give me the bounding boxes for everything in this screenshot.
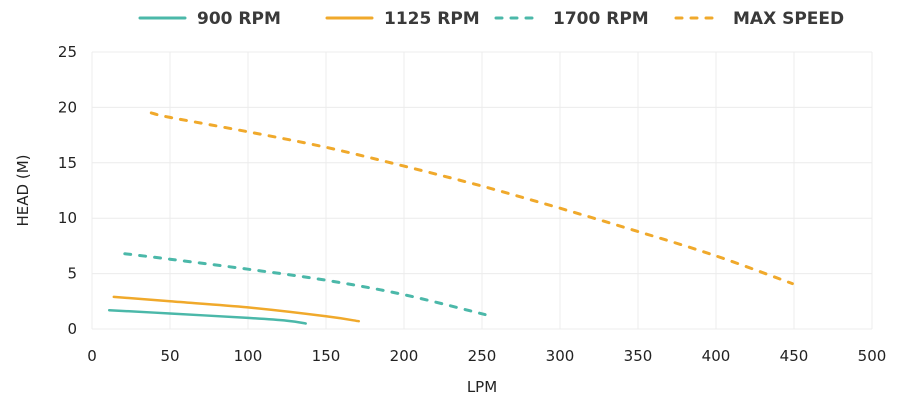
series-line-3 <box>149 111 794 286</box>
x-tick-label-10: 500 <box>858 347 887 365</box>
tick-labels: 0 50 100 150 200 250 300 350 400 450 500 0 5 10 15 20 25 <box>58 43 886 365</box>
y-tick-label-2: 10 <box>58 209 77 227</box>
y-axis-title: HEAD (M) <box>14 155 32 227</box>
legend-label-0: 900 RPM <box>197 9 281 29</box>
y-tick-label-4: 20 <box>58 98 77 116</box>
series-line-2 <box>123 252 487 317</box>
y-tick-label-0: 0 <box>67 320 77 338</box>
series-lines <box>107 111 794 325</box>
y-tick-label-5: 25 <box>58 43 77 61</box>
x-tick-label-9: 450 <box>780 347 809 365</box>
x-axis-title: LPM <box>467 378 497 396</box>
x-tick-label-6: 300 <box>546 347 575 365</box>
series-line-0 <box>107 308 307 325</box>
x-tick-label-4: 200 <box>390 347 419 365</box>
legend-label-2: 1700 RPM <box>553 9 649 29</box>
x-tick-label-3: 150 <box>312 347 341 365</box>
x-tick-label-8: 400 <box>702 347 731 365</box>
series-line-1 <box>112 295 361 323</box>
x-tick-label-2: 100 <box>234 347 263 365</box>
legend-label-3: MAX SPEED <box>733 9 844 29</box>
x-tick-label-5: 250 <box>468 347 497 365</box>
y-tick-label-1: 5 <box>67 265 77 283</box>
x-tick-label-7: 350 <box>624 347 653 365</box>
y-tick-label-3: 15 <box>58 154 77 172</box>
x-tick-label-1: 50 <box>160 347 179 365</box>
x-tick-label-0: 0 <box>87 347 97 365</box>
grid-lines <box>91 51 873 330</box>
legend: 900 RPM 1125 RPM 1700 RPM MAX SPEED <box>138 9 844 29</box>
legend-label-1: 1125 RPM <box>384 9 480 29</box>
